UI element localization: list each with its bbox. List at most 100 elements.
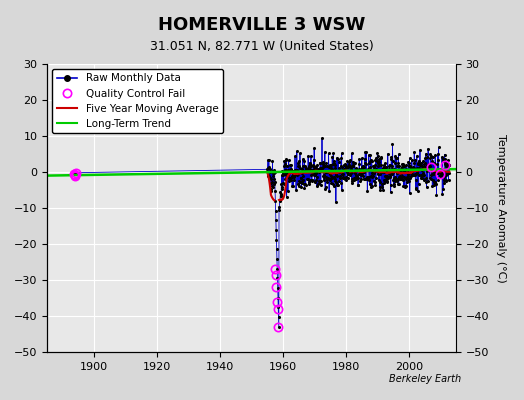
Point [331, 178, 340, 184]
Point [362, 167, 370, 173]
Point [382, 175, 390, 182]
Point [302, 167, 310, 174]
Point [321, 163, 330, 170]
Point [391, 153, 399, 159]
Point [377, 181, 386, 187]
Point [397, 168, 405, 175]
Point [268, 179, 276, 185]
Point [399, 167, 407, 174]
Point [377, 168, 385, 174]
Point [419, 158, 427, 164]
Point [408, 172, 417, 178]
Point [355, 156, 363, 162]
Point [315, 169, 323, 176]
Point [379, 180, 388, 186]
Point [424, 166, 432, 173]
Point [351, 160, 359, 166]
Point [407, 164, 415, 171]
Point [285, 175, 293, 181]
Y-axis label: Temperature Anomaly (°C): Temperature Anomaly (°C) [496, 134, 506, 282]
Point [341, 162, 350, 168]
Point [320, 174, 329, 180]
Point [377, 155, 385, 161]
Point [320, 172, 328, 178]
Point [307, 172, 315, 178]
Point [413, 170, 421, 176]
Point [417, 175, 425, 182]
Point [367, 157, 376, 164]
Point [270, 169, 279, 175]
Point [419, 176, 428, 183]
Point [394, 151, 402, 157]
Point [268, 172, 277, 179]
Point [363, 188, 372, 194]
Point [322, 169, 331, 175]
Point [434, 170, 442, 176]
Point [70, 170, 78, 176]
Point [267, 180, 276, 186]
Point [303, 176, 312, 183]
Point [283, 188, 292, 194]
Point [401, 166, 410, 172]
Point [303, 176, 311, 182]
Point [436, 168, 445, 174]
Point [419, 172, 427, 178]
Point [347, 168, 355, 174]
Point [321, 186, 329, 193]
Point [291, 168, 299, 175]
Point [266, 188, 275, 194]
Point [367, 170, 376, 176]
Point [268, 157, 277, 164]
Point [414, 181, 423, 187]
Point [267, 186, 275, 192]
Point [279, 180, 288, 187]
Point [289, 170, 297, 176]
Point [316, 160, 324, 166]
Point [368, 168, 377, 175]
Point [332, 180, 341, 187]
Point [372, 167, 380, 174]
Point [359, 168, 368, 174]
Point [269, 175, 278, 182]
Point [278, 172, 286, 178]
Point [309, 170, 318, 176]
Point [412, 171, 420, 177]
Point [313, 168, 322, 174]
Point [404, 159, 412, 165]
Point [312, 177, 321, 184]
Point [332, 172, 341, 178]
Point [387, 156, 395, 162]
Point [350, 175, 358, 181]
Point [431, 170, 440, 176]
Point [417, 160, 425, 166]
Point [329, 160, 337, 166]
Point [324, 150, 333, 156]
Point [420, 172, 428, 178]
Point [370, 168, 378, 174]
Point [408, 157, 416, 164]
Point [405, 155, 413, 161]
Point [424, 146, 432, 152]
Point [264, 165, 272, 171]
Point [342, 174, 350, 180]
Point [404, 173, 412, 180]
Point [416, 162, 424, 168]
Point [392, 163, 401, 170]
Point [399, 161, 407, 168]
Point [378, 169, 386, 175]
Point [305, 178, 313, 185]
Point [434, 177, 442, 184]
Point [352, 176, 361, 183]
Point [425, 174, 434, 181]
Point [387, 153, 396, 160]
Point [367, 156, 375, 163]
Point [437, 166, 445, 172]
Point [346, 166, 355, 172]
Point [316, 178, 325, 184]
Point [396, 176, 405, 182]
Point [439, 170, 447, 177]
Point [373, 168, 381, 174]
Point [283, 170, 291, 176]
Point [330, 174, 338, 180]
Point [332, 178, 340, 185]
